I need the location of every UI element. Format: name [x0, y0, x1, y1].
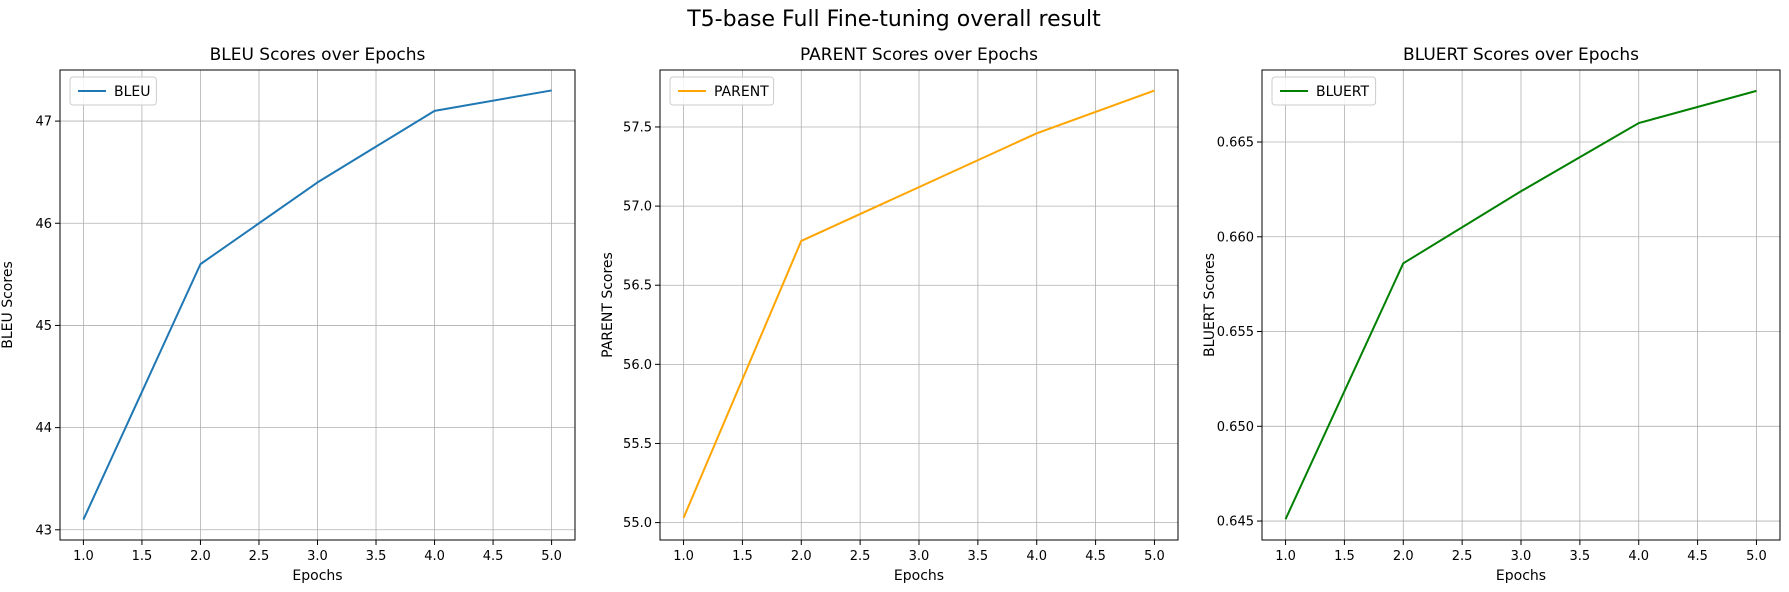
legend: PARENT: [669, 76, 775, 106]
chart-panel-2: 1.0 1.5 2.0 2.5 3.0 3.5 4.0 4.5 5.0 55.0 55.5 56.0 5…: [600, 45, 1179, 584]
x-tick-label: 4.0: [1026, 549, 1047, 564]
x-tick-label: 2.0: [1393, 549, 1414, 564]
x-axis-label: Epochs: [894, 568, 944, 584]
legend-label: PARENT: [714, 84, 769, 100]
chart-panel-3: 1.0 1.5 2.0 2.5 3.0 3.5 4.0 4.5 5.0 0.645 0.650 0.6…: [1202, 45, 1781, 584]
y-tick-label: 55.5: [623, 437, 652, 452]
legend-box: [69, 76, 157, 106]
legend-label: BLEU: [114, 84, 151, 100]
x-tick-label: 1.5: [132, 549, 153, 564]
y-tick-label: 0.650: [1217, 420, 1254, 435]
x-tick-label: 3.5: [968, 549, 989, 564]
x-tick-label: 4.0: [424, 549, 445, 564]
panel-title: PARENT Scores over Epochs: [800, 45, 1038, 65]
y-tick-label: 46: [35, 217, 52, 232]
y-tick-label: 57.5: [623, 120, 652, 135]
x-tick-label: 3.5: [1570, 549, 1591, 564]
y-tick-label: 0.665: [1217, 136, 1254, 151]
x-tick-label: 5.0: [541, 549, 562, 564]
y-tick-label: 47: [35, 115, 52, 130]
x-tick-label: 2.0: [190, 549, 211, 564]
x-tick-label: 5.0: [1746, 549, 1767, 564]
x-tick-label: 2.5: [850, 549, 871, 564]
legend: BLEU: [69, 76, 157, 106]
panel-title: BLEU Scores over Epochs: [210, 45, 426, 65]
x-tick-label: 2.5: [1452, 549, 1473, 564]
y-tick-label: 56.5: [623, 279, 652, 294]
plot-frame: [1261, 69, 1781, 541]
x-tick-label: 3.5: [366, 549, 387, 564]
series-line-parent: [682, 89, 1155, 519]
y-tick-label: 45: [35, 319, 52, 334]
x-tick-label: 3.0: [1511, 549, 1532, 564]
figure-title: T5-base Full Fine-tuning overall result: [686, 7, 1101, 32]
x-axis-label: Epochs: [1496, 568, 1546, 584]
y-tick-label: 55.0: [623, 516, 652, 531]
y-axis-label: PARENT Scores: [600, 252, 616, 358]
y-axis-label: BLEU Scores: [0, 261, 16, 348]
series-line-bluert: [1284, 89, 1757, 520]
x-tick-label: 4.5: [1687, 549, 1708, 564]
x-tick-label: 1.5: [1334, 549, 1355, 564]
x-tick-label: 1.0: [1275, 549, 1296, 564]
x-tick-label: 1.5: [732, 549, 753, 564]
y-tick-label: 0.655: [1217, 325, 1254, 340]
legend: BLUERT: [1271, 76, 1377, 106]
legend-box: [1271, 76, 1377, 106]
x-tick-label: 2.5: [249, 549, 270, 564]
x-tick-label: 4.5: [1085, 549, 1106, 564]
x-tick-label: 1.0: [673, 549, 694, 564]
y-tick-label: 0.660: [1217, 230, 1254, 245]
y-tick-label: 56.0: [623, 358, 652, 373]
y-tick-label: 44: [35, 421, 52, 436]
plot-frame: [659, 69, 1179, 541]
x-tick-label: 4.5: [483, 549, 504, 564]
plot-frame: [59, 69, 576, 541]
y-axis-label: BLUERT Scores: [1202, 253, 1218, 357]
x-tick-label: 5.0: [1144, 549, 1165, 564]
x-tick-label: 2.0: [791, 549, 812, 564]
x-tick-label: 4.0: [1628, 549, 1649, 564]
legend-label: BLUERT: [1316, 84, 1370, 100]
x-axis-label: Epochs: [292, 568, 342, 584]
legend-box: [669, 76, 775, 106]
x-tick-label: 3.0: [307, 549, 328, 564]
y-tick-label: 57.0: [623, 200, 652, 215]
series-line-bleu: [82, 89, 552, 520]
x-tick-label: 3.0: [909, 549, 930, 564]
y-tick-label: 43: [35, 523, 52, 538]
panel-title: BLUERT Scores over Epochs: [1403, 45, 1639, 65]
x-tick-label: 1.0: [73, 549, 94, 564]
chart-panel-1: 1.0 1.5 2.0 2.5 3.0 3.5 4.0 4.5 5.0 43 44 45 46 47 BLE…: [0, 45, 576, 584]
y-tick-label: 0.645: [1217, 515, 1254, 530]
